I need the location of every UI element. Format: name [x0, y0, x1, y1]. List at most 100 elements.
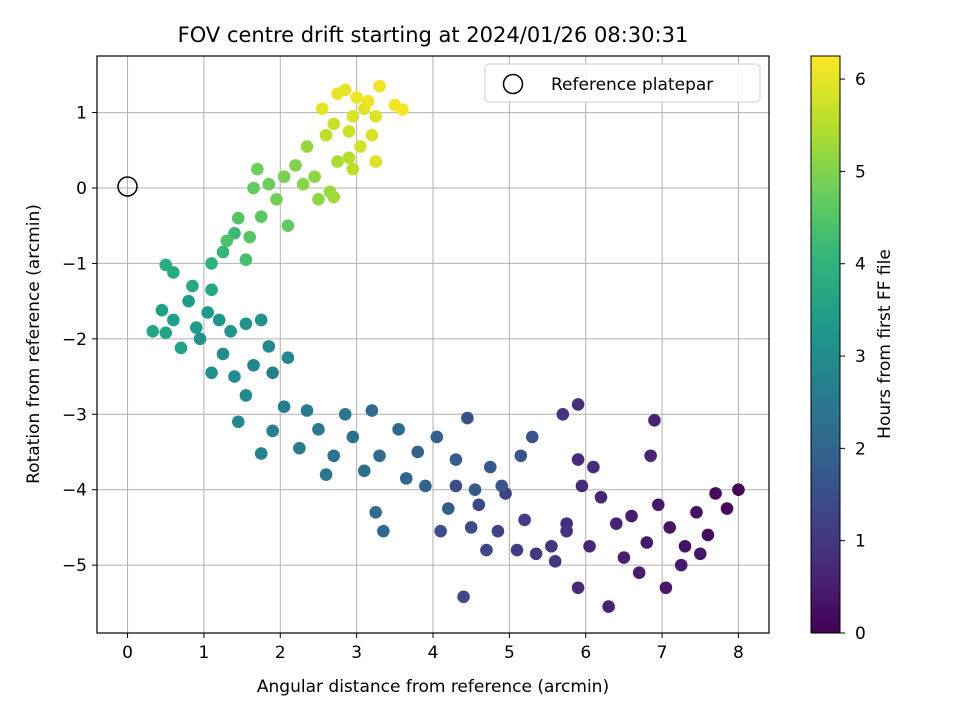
- data-point: [361, 94, 375, 108]
- data-point: [189, 321, 203, 334]
- data-point: [327, 190, 341, 204]
- data-point: [663, 521, 677, 534]
- data-point: [346, 110, 360, 123]
- legend-marker-icon: [502, 73, 524, 95]
- data-point: [308, 170, 321, 183]
- colorbar-label: Hours from first FF file: [875, 249, 895, 439]
- data-point: [327, 449, 341, 463]
- data-point: [270, 193, 283, 206]
- data-point: [369, 155, 383, 168]
- data-point: [495, 479, 509, 493]
- axis-ticks: 0 1 2 3 4 5 6 7 8 −5 −4 −3 −2 −1 0 1: [62, 104, 744, 663]
- data-point: [247, 358, 260, 372]
- data-point: [651, 498, 665, 512]
- data-point: [146, 325, 160, 338]
- data-point: [560, 524, 573, 538]
- data-point: [529, 547, 543, 561]
- legend: Reference platepar: [484, 63, 761, 103]
- data-point: [224, 325, 237, 338]
- data-point: [457, 590, 470, 604]
- data-point: [205, 366, 218, 380]
- data-point: [243, 230, 257, 244]
- data-point: [186, 279, 199, 293]
- data-point: [693, 547, 707, 561]
- data-point: [266, 366, 279, 380]
- data-point: [583, 539, 596, 553]
- data-point: [449, 479, 463, 493]
- data-point: [514, 449, 528, 463]
- data-point: [369, 110, 383, 123]
- data-point: [205, 257, 218, 270]
- data-point: [262, 177, 276, 191]
- data-point: [644, 449, 657, 463]
- data-point: [319, 128, 333, 142]
- data-point: [571, 453, 585, 466]
- data-point: [239, 317, 253, 331]
- data-point: [254, 210, 268, 223]
- data-point: [289, 159, 302, 172]
- data-point: [254, 313, 268, 327]
- y-tick-label: −5: [62, 556, 87, 576]
- data-point: [331, 155, 344, 168]
- data-point: [678, 539, 692, 553]
- y-tick-label: 1: [76, 104, 87, 124]
- data-point: [419, 479, 432, 493]
- x-tick-label: 5: [504, 643, 515, 663]
- data-point: [239, 253, 253, 266]
- data-point: [350, 91, 363, 104]
- x-tick-label: 1: [198, 643, 209, 663]
- data-point: [648, 414, 661, 427]
- data-point: [373, 449, 386, 463]
- colorbar-tick-label: 0: [855, 624, 866, 644]
- data-point: [602, 600, 615, 613]
- data-point: [296, 177, 310, 191]
- colorbar: 0 1 2 3 4 5 6 Hours from first FF file: [810, 55, 895, 644]
- data-point: [399, 472, 413, 485]
- data-point: [690, 506, 703, 519]
- data-point: [354, 140, 367, 153]
- data-point: [216, 347, 230, 361]
- data-point: [300, 404, 314, 417]
- data-point: [212, 313, 226, 327]
- y-tick-label: −3: [62, 405, 87, 425]
- data-point: [464, 521, 478, 534]
- data-point: [159, 258, 173, 272]
- colorbar-tick-label: 3: [855, 347, 866, 367]
- y-axis-label: Rotation from reference (arcmin): [24, 204, 44, 484]
- data-point: [720, 502, 734, 515]
- data-point: [254, 447, 268, 460]
- data-point: [571, 398, 585, 411]
- data-point: [556, 407, 570, 421]
- data-point: [338, 407, 352, 421]
- data-point: [396, 103, 409, 116]
- x-tick-label: 0: [122, 643, 133, 663]
- data-point: [411, 445, 425, 459]
- reference-platepar-marker: [117, 176, 138, 197]
- data-point: [300, 140, 314, 153]
- data-point: [701, 528, 715, 542]
- data-point: [155, 303, 169, 317]
- data-point: [220, 234, 234, 248]
- data-point: [266, 424, 279, 438]
- data-point: [575, 479, 589, 493]
- data-point: [674, 558, 688, 572]
- data-point: [293, 441, 306, 455]
- data-point: [342, 151, 356, 165]
- data-point: [571, 581, 585, 595]
- data-point: [247, 181, 260, 195]
- data-point: [545, 539, 558, 553]
- data-point: [625, 509, 638, 523]
- data-point: [377, 524, 390, 538]
- data-point: [480, 543, 493, 557]
- data-point: [281, 219, 295, 233]
- data-point: [277, 170, 291, 183]
- chart-title: FOV centre drift starting at 2024/01/26 …: [178, 23, 689, 47]
- data-point: [373, 79, 386, 93]
- data-point: [312, 193, 325, 206]
- grid-lines: [97, 56, 769, 633]
- data-point: [193, 332, 207, 346]
- data-point: [251, 162, 264, 176]
- y-tick-label: −4: [62, 481, 87, 501]
